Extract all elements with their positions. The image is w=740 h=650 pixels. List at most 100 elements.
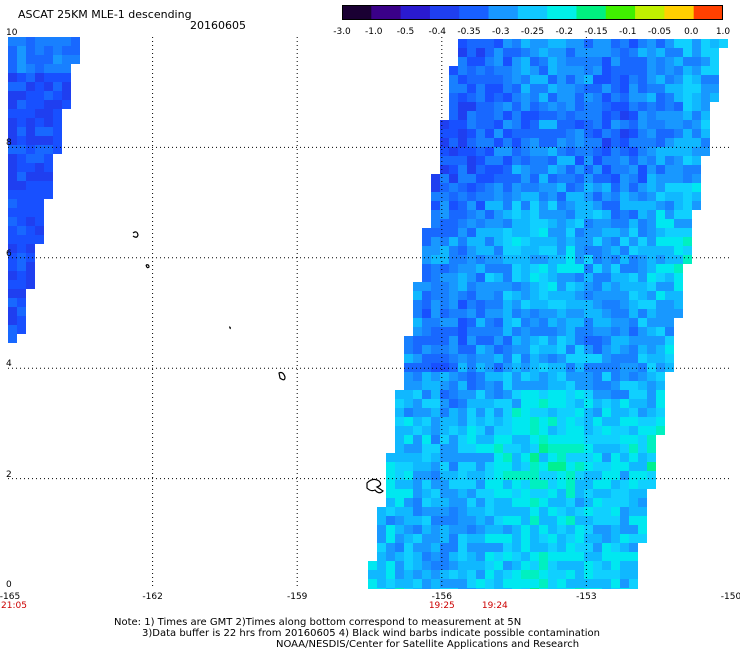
wind-cell bbox=[665, 246, 674, 255]
wind-cell bbox=[521, 354, 530, 363]
wind-cell bbox=[611, 39, 620, 48]
wind-cell bbox=[512, 309, 521, 318]
island-1 bbox=[132, 231, 139, 238]
wind-cell bbox=[557, 507, 566, 516]
wind-cell bbox=[656, 246, 665, 255]
wind-cell bbox=[494, 525, 503, 534]
wind-cell bbox=[431, 444, 440, 453]
wind-cell bbox=[602, 237, 611, 246]
wind-cell bbox=[512, 327, 521, 336]
wind-cell bbox=[548, 588, 557, 589]
wind-cell bbox=[647, 75, 656, 84]
wind-cell bbox=[17, 208, 26, 217]
wind-cell bbox=[404, 543, 413, 552]
wind-cell bbox=[575, 201, 584, 210]
wind-cell bbox=[575, 498, 584, 507]
wind-cell bbox=[35, 145, 44, 154]
wind-cell bbox=[638, 201, 647, 210]
colorbar-swatch bbox=[547, 5, 577, 20]
wind-cell bbox=[692, 156, 701, 165]
wind-cell bbox=[422, 372, 431, 381]
wind-cell bbox=[476, 471, 485, 480]
wind-cell bbox=[692, 84, 701, 93]
wind-cell bbox=[476, 363, 485, 372]
wind-cell bbox=[485, 174, 494, 183]
wind-cell bbox=[665, 327, 674, 336]
wind-cell bbox=[422, 246, 431, 255]
wind-cell bbox=[638, 300, 647, 309]
wind-cell bbox=[602, 507, 611, 516]
wind-cell bbox=[485, 165, 494, 174]
wind-cell bbox=[539, 588, 548, 589]
wind-cell bbox=[638, 282, 647, 291]
wind-cell bbox=[512, 246, 521, 255]
wind-cell bbox=[413, 300, 422, 309]
wind-cell bbox=[548, 48, 557, 57]
wind-cell bbox=[548, 309, 557, 318]
wind-cell bbox=[611, 309, 620, 318]
wind-cell bbox=[35, 109, 44, 118]
wind-cell bbox=[431, 525, 440, 534]
wind-cell bbox=[638, 255, 647, 264]
colorbar-tick-label: -0.2 bbox=[555, 27, 574, 37]
wind-cell bbox=[629, 390, 638, 399]
wind-cell bbox=[71, 46, 80, 55]
wind-cell bbox=[8, 118, 17, 127]
wind-cell bbox=[665, 75, 674, 84]
wind-cell bbox=[638, 102, 647, 111]
wind-cell bbox=[665, 147, 674, 156]
wind-cell bbox=[377, 579, 386, 588]
wind-cell bbox=[530, 309, 539, 318]
wind-cell bbox=[476, 462, 485, 471]
wind-cell bbox=[8, 226, 17, 235]
wind-cell bbox=[494, 174, 503, 183]
wind-cell bbox=[548, 237, 557, 246]
wind-cell bbox=[431, 192, 440, 201]
wind-cell bbox=[440, 390, 449, 399]
wind-cell bbox=[602, 543, 611, 552]
wind-cell bbox=[521, 489, 530, 498]
wind-cell bbox=[17, 55, 26, 64]
wind-cell bbox=[656, 381, 665, 390]
wind-cell bbox=[503, 507, 512, 516]
wind-cell bbox=[521, 210, 530, 219]
wind-cell bbox=[521, 507, 530, 516]
wind-cell bbox=[395, 417, 404, 426]
wind-cell bbox=[593, 561, 602, 570]
wind-cell bbox=[422, 489, 431, 498]
wind-cell bbox=[539, 570, 548, 579]
wind-cell bbox=[656, 93, 665, 102]
wind-cell bbox=[503, 282, 512, 291]
wind-cell bbox=[467, 120, 476, 129]
wind-cell bbox=[629, 399, 638, 408]
wind-cell bbox=[656, 300, 665, 309]
islands bbox=[132, 231, 384, 494]
wind-cell bbox=[467, 66, 476, 75]
wind-cell bbox=[521, 219, 530, 228]
colorbar-tick-label: -3.0 bbox=[333, 27, 351, 37]
wind-cell bbox=[584, 183, 593, 192]
wind-cell bbox=[386, 480, 395, 489]
wind-cell bbox=[440, 354, 449, 363]
wind-cell bbox=[602, 183, 611, 192]
wind-cell bbox=[440, 579, 449, 588]
wind-cell bbox=[494, 192, 503, 201]
wind-cell bbox=[395, 507, 404, 516]
wind-cell bbox=[422, 345, 431, 354]
wind-cell bbox=[620, 579, 629, 588]
wind-cell bbox=[521, 462, 530, 471]
wind-cell bbox=[17, 37, 26, 46]
wind-cell bbox=[467, 345, 476, 354]
wind-cell bbox=[575, 300, 584, 309]
wind-cell bbox=[17, 289, 26, 298]
wind-cell bbox=[449, 372, 458, 381]
wind-cell bbox=[566, 480, 575, 489]
wind-cell bbox=[647, 120, 656, 129]
wind-cell bbox=[17, 316, 26, 325]
wind-cell bbox=[512, 57, 521, 66]
wind-cell bbox=[44, 64, 53, 73]
wind-cell bbox=[521, 246, 530, 255]
wind-cell bbox=[467, 201, 476, 210]
wind-cell bbox=[683, 129, 692, 138]
wind-cell bbox=[656, 318, 665, 327]
